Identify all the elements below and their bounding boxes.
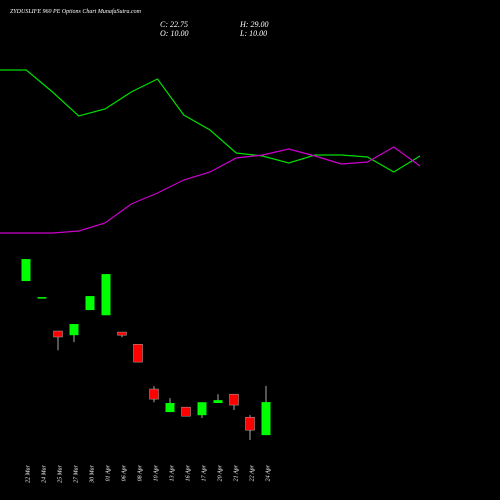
chart-title: ZYDUSLIFE 960 PE Options Chart MunafaSut…: [10, 8, 142, 15]
x-tick-label: 01 Apr: [105, 464, 111, 481]
candle-body: [149, 388, 159, 400]
x-tick-label: 06 Apr: [121, 464, 127, 481]
candle-body: [21, 259, 31, 282]
candle-body: [165, 403, 175, 413]
x-tick-label: 27 Mar: [73, 464, 79, 482]
candle-body: [117, 331, 127, 336]
close-label: C: 22.75: [160, 20, 188, 29]
x-tick-label: 10 Apr: [153, 464, 159, 481]
candle-body: [85, 296, 95, 311]
x-tick-label: 24 Apr: [264, 464, 271, 481]
candle-body: [133, 343, 143, 363]
indicator-line: [0, 69, 421, 173]
x-tick-label: 22 Mar: [25, 464, 31, 482]
x-tick-label: 30 Mar: [89, 464, 95, 483]
x-tick-label: 21 Apr: [233, 464, 239, 481]
x-tick-label: 22 Apr: [249, 464, 255, 481]
low-label: L: 10.00: [239, 29, 267, 38]
candle-body: [229, 393, 239, 406]
x-tick-label: 24 Mar: [40, 464, 47, 482]
candle-body: [213, 400, 223, 404]
x-tick-label: 20 Apr: [217, 464, 223, 481]
x-tick-label: 25 Mar: [57, 464, 63, 482]
candle-body: [101, 274, 111, 316]
x-tick-label: 17 Apr: [201, 464, 207, 481]
candle-body: [53, 330, 63, 338]
candle-body: [245, 416, 255, 431]
candle-body: [261, 402, 271, 436]
x-tick-label: 13 Apr: [169, 464, 175, 481]
open-label: O: 10.00: [160, 29, 188, 38]
indicator-line: [0, 146, 421, 234]
x-tick-label: 16 Apr: [185, 464, 191, 481]
candle-body: [37, 297, 47, 299]
x-tick-label: 08 Apr: [137, 464, 143, 481]
high-label: H: 29.00: [239, 20, 268, 29]
candle-body: [69, 324, 79, 336]
candle-body: [181, 406, 191, 417]
candle-body: [197, 402, 207, 416]
